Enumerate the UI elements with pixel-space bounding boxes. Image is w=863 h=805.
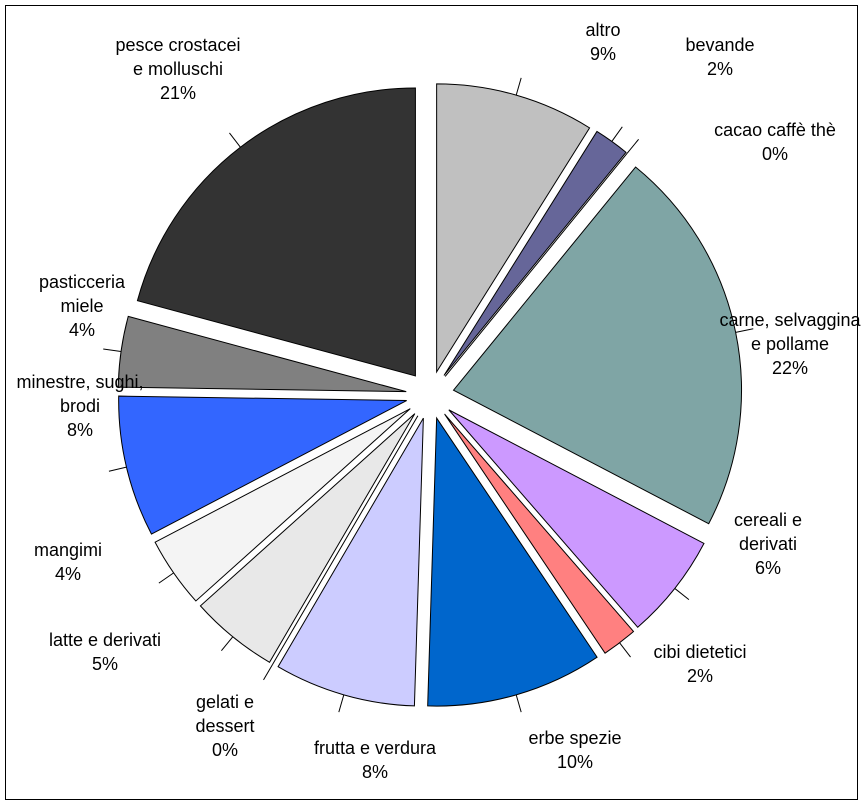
value-label: 9% [589, 44, 616, 64]
slice-label: gelati e dessert 0% [175, 690, 275, 762]
leader-line [626, 138, 639, 154]
value-label: 0% [761, 144, 788, 164]
category-label: carne, selvaggina e pollame [719, 310, 861, 354]
leader-line [108, 466, 127, 472]
pie-slice [118, 395, 407, 535]
slice-label: minestre, sughi, brodi 8% [5, 370, 155, 442]
leader-line [263, 664, 274, 681]
slice-label: frutta e verdura 8% [290, 736, 460, 784]
pie-slice [444, 413, 635, 654]
value-label: 6% [754, 558, 781, 578]
category-label: latte e derivati [48, 630, 162, 650]
leader-line [611, 126, 623, 142]
value-label: 5% [91, 654, 118, 674]
slice-label: pasticceria miele 4% [17, 270, 147, 342]
pie-slice [199, 413, 416, 663]
category-label: altro [585, 20, 621, 40]
chart-border [5, 5, 858, 800]
category-label: erbe spezie [528, 728, 622, 748]
slice-label: mangimi 4% [18, 538, 118, 586]
category-label: gelati e dessert [195, 692, 255, 736]
category-label: cereali e derivati [733, 510, 803, 554]
value-label: 4% [68, 320, 95, 340]
value-label: 22% [771, 358, 809, 378]
leader-line [619, 642, 631, 658]
pie-slice [443, 130, 627, 376]
leader-line [515, 77, 522, 96]
pie-slice [444, 152, 628, 377]
slice-label: cacao caffè thè 0% [690, 118, 860, 166]
value-label: 8% [361, 762, 388, 782]
category-label: pesce crostacei e molluschi [115, 35, 241, 79]
leader-line [735, 328, 754, 333]
leader-line [158, 572, 174, 584]
slice-label: bevande 2% [670, 33, 770, 81]
leader-line [103, 348, 122, 352]
pie-slice [154, 408, 411, 602]
slice-label: erbe spezie 10% [490, 726, 660, 774]
value-label: 10% [556, 752, 594, 772]
slice-label: carne, selvaggina e pollame 22% [715, 308, 863, 380]
pie-slice [136, 87, 416, 377]
value-label: 8% [66, 420, 93, 440]
pie-slice [452, 166, 743, 525]
category-label: frutta e verdura [313, 738, 437, 758]
leader-line [674, 588, 690, 600]
value-label: 2% [706, 59, 733, 79]
pie-slice [277, 417, 424, 707]
slice-label: pesce crostacei e molluschi 21% [113, 33, 243, 105]
value-label: 2% [686, 666, 713, 686]
slice-label: cereali e derivati 6% [713, 508, 823, 580]
pie-slice [427, 416, 598, 707]
slice-label: latte e derivati 5% [20, 628, 190, 676]
category-label: minestre, sughi, brodi [16, 372, 144, 416]
pie-slice [117, 315, 407, 393]
value-label: 0% [211, 740, 238, 760]
leader-line [221, 636, 234, 652]
category-label: cibi dietetici [653, 642, 747, 662]
leader-line [515, 694, 522, 713]
value-label: 4% [54, 564, 81, 584]
category-label: bevande [685, 35, 755, 55]
slice-label: cibi dietetici 2% [630, 640, 770, 688]
value-label: 21% [159, 83, 197, 103]
category-label: pasticceria miele [38, 272, 126, 316]
slice-label: altro 9% [563, 18, 643, 66]
leader-line [338, 694, 345, 713]
pie-slice [436, 83, 591, 374]
leader-line [229, 132, 241, 148]
category-label: cacao caffè thè [714, 120, 836, 140]
category-label: mangimi [33, 540, 103, 560]
